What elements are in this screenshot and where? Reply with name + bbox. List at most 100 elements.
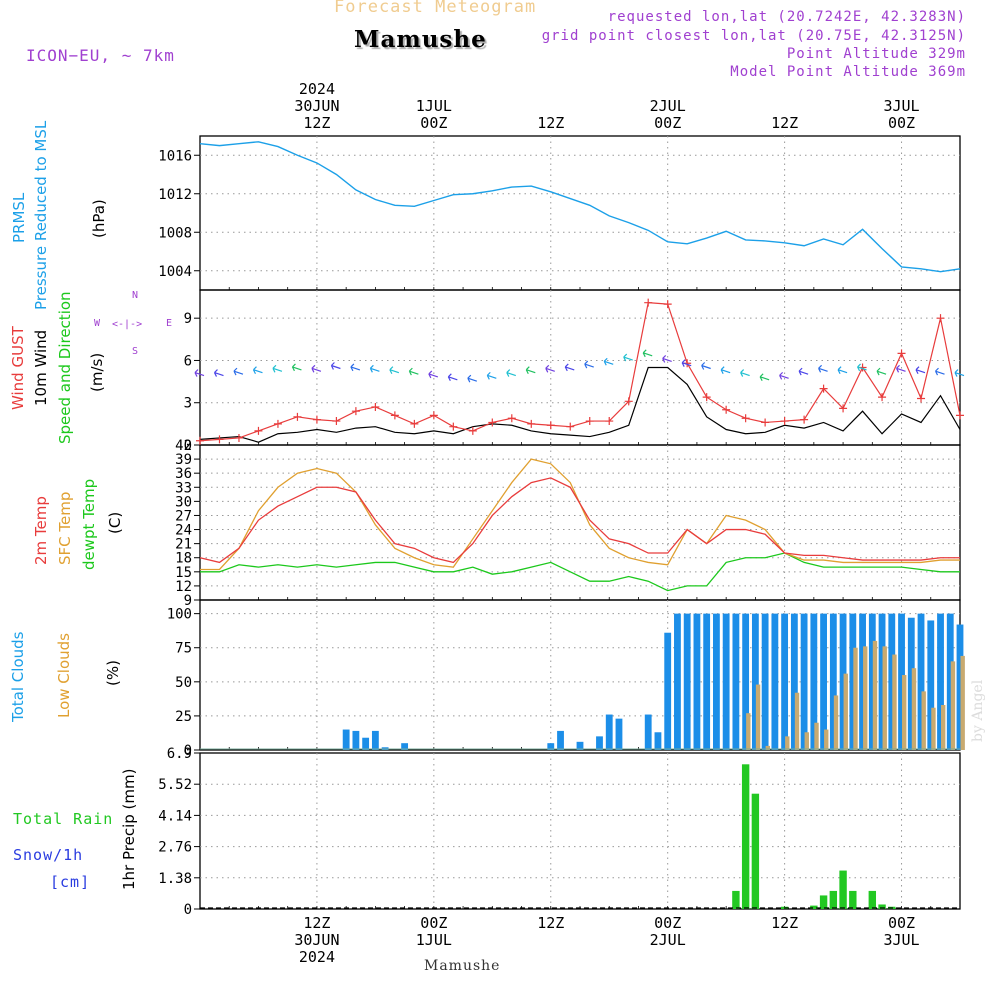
wind-direction-arrow — [506, 369, 516, 377]
gust-marker — [254, 426, 263, 435]
t2m-label: 2m Temp — [32, 496, 50, 565]
y-tick-label: 21 — [175, 537, 192, 553]
y-tick-label: 9 — [184, 311, 192, 327]
gust-marker — [332, 417, 341, 426]
gust-marker — [839, 404, 848, 413]
wind-direction-arrow — [876, 367, 887, 376]
model-name: ICON−EU, ~ 7km — [26, 46, 175, 65]
gust-marker — [722, 405, 731, 414]
time-label-bottom: 12Z — [537, 914, 564, 932]
clouds-unit: (%) — [104, 660, 122, 686]
total-clouds-bar — [800, 613, 808, 750]
gust-marker — [897, 349, 906, 358]
total-clouds-bar — [956, 624, 964, 750]
total-clouds-bar — [907, 617, 915, 750]
rain-bar — [741, 764, 750, 909]
total-clouds-label: Total Clouds — [9, 631, 27, 722]
low-clouds-bar — [950, 661, 956, 750]
y-tick-label: 100 — [167, 607, 192, 623]
wind-direction-arrow — [857, 363, 867, 372]
y-tick-label: 3 — [184, 396, 192, 412]
gust-marker — [449, 422, 458, 431]
compass-e: E — [166, 318, 173, 329]
wind-direction-arrow — [389, 366, 400, 374]
snow-unit: [cm] — [50, 873, 91, 891]
total-clouds-bar — [761, 613, 769, 750]
y-tick-label: 6 — [184, 353, 192, 369]
gust-marker — [527, 419, 536, 428]
total-clouds-bar — [713, 613, 720, 750]
prmsl-label: PRMSL — [10, 192, 28, 243]
wind-direction-arrow — [213, 369, 224, 377]
total-clouds-bar — [937, 613, 944, 750]
wind-direction-arrow — [623, 353, 633, 362]
low-clouds-bar — [911, 668, 917, 750]
time-label-bottom: 3JUL — [883, 931, 919, 949]
time-label-top: 00Z — [888, 114, 915, 132]
total-clouds-bar — [547, 743, 555, 750]
time-label-bottom: 00Z — [654, 914, 681, 932]
low-clouds-bar — [921, 691, 926, 750]
y-tick-label: 2.76 — [158, 840, 192, 856]
gust-marker — [488, 418, 497, 427]
y-tick-label: 5.52 — [158, 777, 192, 793]
gust-marker — [624, 397, 633, 406]
time-label-top: 12Z — [537, 114, 564, 132]
y-tick-label: 15 — [175, 565, 192, 581]
rain-bar — [849, 890, 857, 909]
y-tick-label: 1012 — [158, 187, 192, 203]
total-clouds-bar — [917, 613, 925, 750]
y-tick-label: 18 — [175, 551, 192, 567]
low-clouds-bar — [902, 675, 907, 750]
gust-marker — [780, 417, 789, 426]
gust-marker — [507, 414, 516, 423]
pressure-unit: (hPa) — [90, 199, 108, 238]
wind-direction-arrow — [642, 349, 653, 358]
total-clouds-bar — [898, 613, 905, 750]
wind-direction-arrow — [486, 371, 497, 380]
total-clouds-bar — [693, 613, 701, 750]
time-label-top: 12Z — [303, 114, 330, 132]
rain-bar — [839, 870, 847, 909]
gust-marker — [390, 411, 399, 420]
wind-direction-arrow — [837, 366, 848, 374]
gust-marker — [644, 298, 653, 307]
wind-direction-arrow — [818, 364, 828, 373]
y-tick-label: 1016 — [158, 148, 192, 164]
total-clouds-bar — [849, 613, 857, 750]
low-clouds-bar — [941, 705, 946, 750]
rain-bar — [751, 793, 760, 909]
low-clouds-bar — [833, 695, 839, 750]
y-tick-label: 27 — [175, 508, 192, 524]
y-tick-label: 33 — [175, 480, 192, 496]
time-label-top: 12Z — [771, 114, 798, 132]
precip-unit: 1hr Precip (mm) — [120, 768, 138, 890]
panel-frame — [199, 289, 961, 446]
wind-direction-arrow — [194, 369, 205, 377]
low-clouds-bar — [843, 673, 848, 750]
y-tick-label: 1.38 — [158, 871, 192, 887]
gust-marker — [215, 435, 224, 444]
wind-direction-arrow — [954, 369, 965, 377]
pressure-line — [199, 141, 961, 273]
rain-bar — [810, 905, 818, 909]
place-title: Mamushe — [354, 26, 487, 53]
wind-direction-arrow — [603, 357, 614, 366]
y-tick-label: 9 — [184, 593, 192, 609]
total-clouds-bar — [742, 613, 750, 750]
total-clouds-bar — [771, 613, 779, 750]
total-clouds-bar — [829, 613, 837, 750]
y-tick-label: 0 — [184, 902, 192, 918]
total-clouds-bar — [674, 613, 681, 750]
wind-direction-arrow — [350, 363, 361, 372]
wind-direction-arrow — [467, 374, 478, 383]
rain-label: Total Rain — [13, 810, 114, 828]
wind-direction-arrow — [330, 362, 341, 370]
y-tick-label: 12 — [175, 579, 192, 595]
wind-direction-arrow — [233, 367, 244, 376]
total-clouds-bar — [781, 613, 789, 750]
time-label-bottom: 2JUL — [650, 931, 686, 949]
wind-direction-arrow — [584, 360, 594, 369]
total-clouds-bar — [732, 613, 740, 750]
